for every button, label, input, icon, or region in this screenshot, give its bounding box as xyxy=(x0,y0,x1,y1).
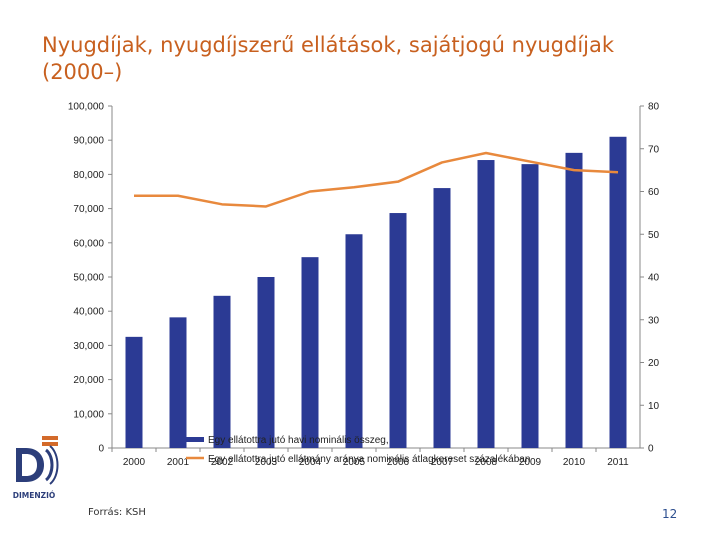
y-right-tick-label: 70 xyxy=(648,144,660,155)
y-right-tick-label: 50 xyxy=(648,230,660,241)
y-left-tick-label: 60,000 xyxy=(73,238,104,249)
y-left-tick-label: 50,000 xyxy=(73,273,104,284)
x-tick-label: 2011 xyxy=(607,457,629,468)
y-left-tick-label: 100,000 xyxy=(68,102,105,113)
logo-mark-icon xyxy=(16,436,59,485)
x-tick-label: 2001 xyxy=(167,457,190,468)
line-series xyxy=(134,151,619,208)
bar xyxy=(389,213,407,448)
y-left-tick-label: 40,000 xyxy=(73,307,104,318)
bar xyxy=(257,277,275,448)
y-left-tick-label: 70,000 xyxy=(73,204,104,215)
x-tick-label: 2000 xyxy=(123,457,146,468)
x-tick-label: 2010 xyxy=(563,457,586,468)
y-right-tick-label: 40 xyxy=(648,273,660,284)
bar xyxy=(521,164,539,448)
y-right-tick-label: 80 xyxy=(648,102,660,113)
y-left-tick-label: 90,000 xyxy=(73,136,104,147)
bar xyxy=(301,257,319,448)
x-tick-label: 2002 xyxy=(211,457,234,468)
y-right-tick-label: 0 xyxy=(648,444,654,455)
x-tick-label: 2008 xyxy=(475,457,498,468)
x-tick-label: 2009 xyxy=(519,457,542,468)
y-right-tick-label: 60 xyxy=(648,187,660,198)
y-left-tick-label: 80,000 xyxy=(73,170,104,181)
y-left-tick-label: 10,000 xyxy=(73,409,104,420)
x-tick-label: 2006 xyxy=(387,457,410,468)
legend-line-label: Egy ellátottra jutó ellátmány aránya nom… xyxy=(208,454,530,465)
x-tick-label: 2004 xyxy=(299,457,322,468)
y-right-tick-label: 20 xyxy=(648,358,660,369)
y-right-tick-label: 30 xyxy=(648,315,660,326)
page-number: 12 xyxy=(662,507,678,521)
y-left-tick-label: 30,000 xyxy=(73,341,104,352)
bar xyxy=(213,295,231,448)
legend-bar-swatch xyxy=(186,437,204,442)
y-left-tick-label: 0 xyxy=(98,444,104,455)
legend-bar-label: Egy ellátottra jutó havi nominális össze… xyxy=(208,435,389,446)
bar xyxy=(345,234,363,448)
bar xyxy=(565,152,583,448)
bar xyxy=(433,188,451,448)
bar xyxy=(477,160,495,448)
chart-title: Nyugdíjak, nyugdíjszerű ellátások, saját… xyxy=(42,33,615,84)
bar xyxy=(609,136,627,448)
y-right-tick-label: 10 xyxy=(648,401,660,412)
x-tick-label: 2007 xyxy=(431,457,454,468)
bar xyxy=(169,317,187,448)
bar xyxy=(125,336,143,448)
x-tick-label: 2003 xyxy=(255,457,278,468)
dimenzio-logo: DIMENZIÓ xyxy=(8,436,60,506)
source-note: Forrás: KSH xyxy=(88,507,146,518)
x-tick-label: 2005 xyxy=(343,457,366,468)
y-left-tick-label: 20,000 xyxy=(73,375,104,386)
logo-text: DIMENZIÓ xyxy=(12,491,56,500)
